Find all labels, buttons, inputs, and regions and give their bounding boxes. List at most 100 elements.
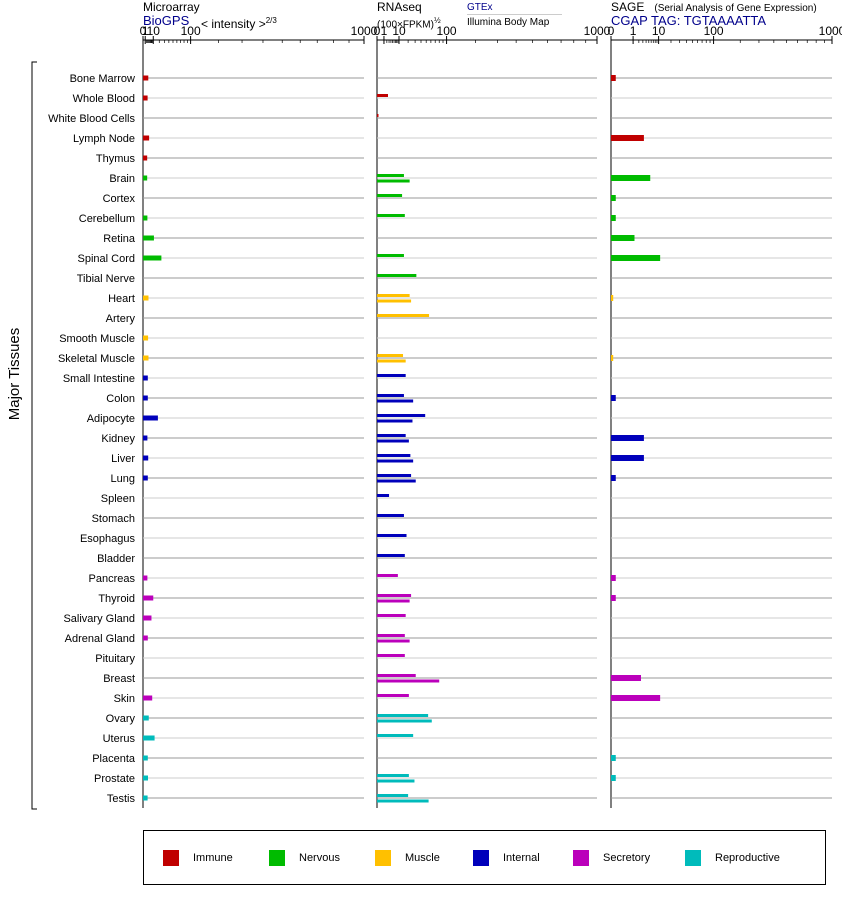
microarray-bar [143,155,148,161]
microarray-bar [143,595,154,601]
microarray-bar [143,75,149,81]
rnaseq-unit: (100×FPKM)½ [377,16,441,31]
rnaseq-illumina-bar [377,779,415,783]
rnaseq-gtex-bar [377,434,406,437]
sage-bar [611,755,616,761]
rnaseq-gtex-bar [377,774,409,777]
rnaseq-gtex-bar [377,294,410,297]
microarray-bar [143,355,149,361]
y-axis-label: Major Tissues [6,328,23,421]
microarray-bar [143,235,154,241]
sage-bar [611,475,616,481]
rnaseq-illumina-bar [377,639,410,643]
microarray-bar [143,615,152,621]
microarray-bar [143,295,149,301]
rnaseq-gtex-bar [377,734,414,737]
microarray-bar [143,575,148,581]
sage-title: SAGE (Serial Analysis of Gene Expression… [611,0,817,14]
sage-subtitle: (Serial Analysis of Gene Expression) [654,3,817,14]
rnaseq-gtex-bar [377,474,412,477]
legend-swatch-secretory [573,850,589,866]
rnaseq-gtex-bar [377,654,405,657]
microarray-bar [143,135,150,141]
rnaseq-illumina-bar [377,599,410,603]
legend-label: Secretory [603,852,651,864]
tissue-label: Colon [106,393,135,405]
tissue-label: Whole Blood [73,93,135,105]
rnaseq-gtex-bar [377,554,405,557]
microarray-exponent: 2/3 [265,16,277,25]
tissue-label: Small Intestine [63,373,135,385]
sage-bar [611,695,661,701]
tissue-label: Smooth Muscle [59,333,135,345]
legend-label: Reproductive [715,852,780,864]
microarray-bar [143,715,149,721]
sage-tag-link[interactable]: CGAP TAG: TGTAAAATTA [611,13,767,28]
tissue-label: Lung [111,473,135,485]
legend-label: Immune [193,852,233,864]
tissue-label: Skin [114,693,135,705]
biogps-link[interactable]: BioGPS [143,13,190,28]
microarray-bar [143,255,162,261]
legend-item-muscle: Muscle [375,850,440,866]
rnaseq-gtex-bar [377,594,412,597]
tissue-label: Spinal Cord [78,253,135,265]
sage-bar [611,435,644,441]
microarray-tick-label: 1 [142,24,149,38]
tissue-label: Spleen [101,493,135,505]
rnaseq-gtex-bar [377,494,390,497]
legend-swatch-immune [163,850,179,866]
sage-bar [611,175,651,181]
rnaseq-tick-label: 1000 [584,24,611,38]
rnaseq-gtex-bar [377,114,379,117]
tissue-label: White Blood Cells [48,113,135,125]
gtex-link[interactable]: GTEx [467,2,493,13]
sage-bar [611,215,616,221]
tissue-label: Salivary Gland [63,613,135,625]
expression-chart: 011010010000110100100001101001000 Bone M… [6,24,842,810]
legend-swatch-reproductive [685,850,701,866]
microarray-bar [143,635,148,641]
microarray-bar [143,415,158,421]
microarray-bar [143,335,149,341]
sage-bar [611,595,616,601]
microarray-bar [143,395,148,401]
rnaseq-gtex-bar [377,214,405,217]
legend-swatch-nervous [269,850,285,866]
tissue-label: Heart [108,293,135,305]
rnaseq-gtex-bar [377,414,426,417]
tissue-label: Bone Marrow [70,73,135,85]
sage-tick-label: 0 [608,24,615,38]
rnaseq-gtex-bar [377,614,406,617]
sage-bar [611,575,616,581]
rnaseq-tick-label: 1 [381,24,388,38]
rnaseq-illumina-bar [377,419,413,423]
rnaseq-illumina-bar [377,459,414,463]
sage-tick-label: 1 [630,24,637,38]
legend-label: Muscle [405,852,440,864]
microarray-bar [143,175,148,181]
illumina-label: Illumina Body Map [467,17,550,28]
tissue-label: Esophagus [80,533,136,545]
rnaseq-gtex-bar [377,274,417,277]
tissue-label: Retina [103,233,136,245]
tissue-label: Adrenal Gland [65,633,135,645]
sage-tick-label: 1000 [819,24,842,38]
sage-bar [611,195,616,201]
sage-bar [611,395,616,401]
sage-tick-label: 10 [652,24,666,38]
rnaseq-gtex-bar [377,574,398,577]
microarray-bar [143,695,153,701]
tissue-label: Pancreas [89,573,136,585]
rnaseq-illumina-bar [377,399,414,403]
tissue-label: Prostate [94,773,135,785]
sage-bar [611,355,614,361]
sage-tick-label: 100 [704,24,724,38]
microarray-bar [143,435,148,441]
rnaseq-tick-label: 100 [437,24,457,38]
tissue-label: Thymus [96,153,136,165]
rnaseq-gtex-bar [377,254,404,257]
tissue-label: Pituitary [95,653,135,665]
sage-bar [611,295,614,301]
sage-bar [611,135,644,141]
